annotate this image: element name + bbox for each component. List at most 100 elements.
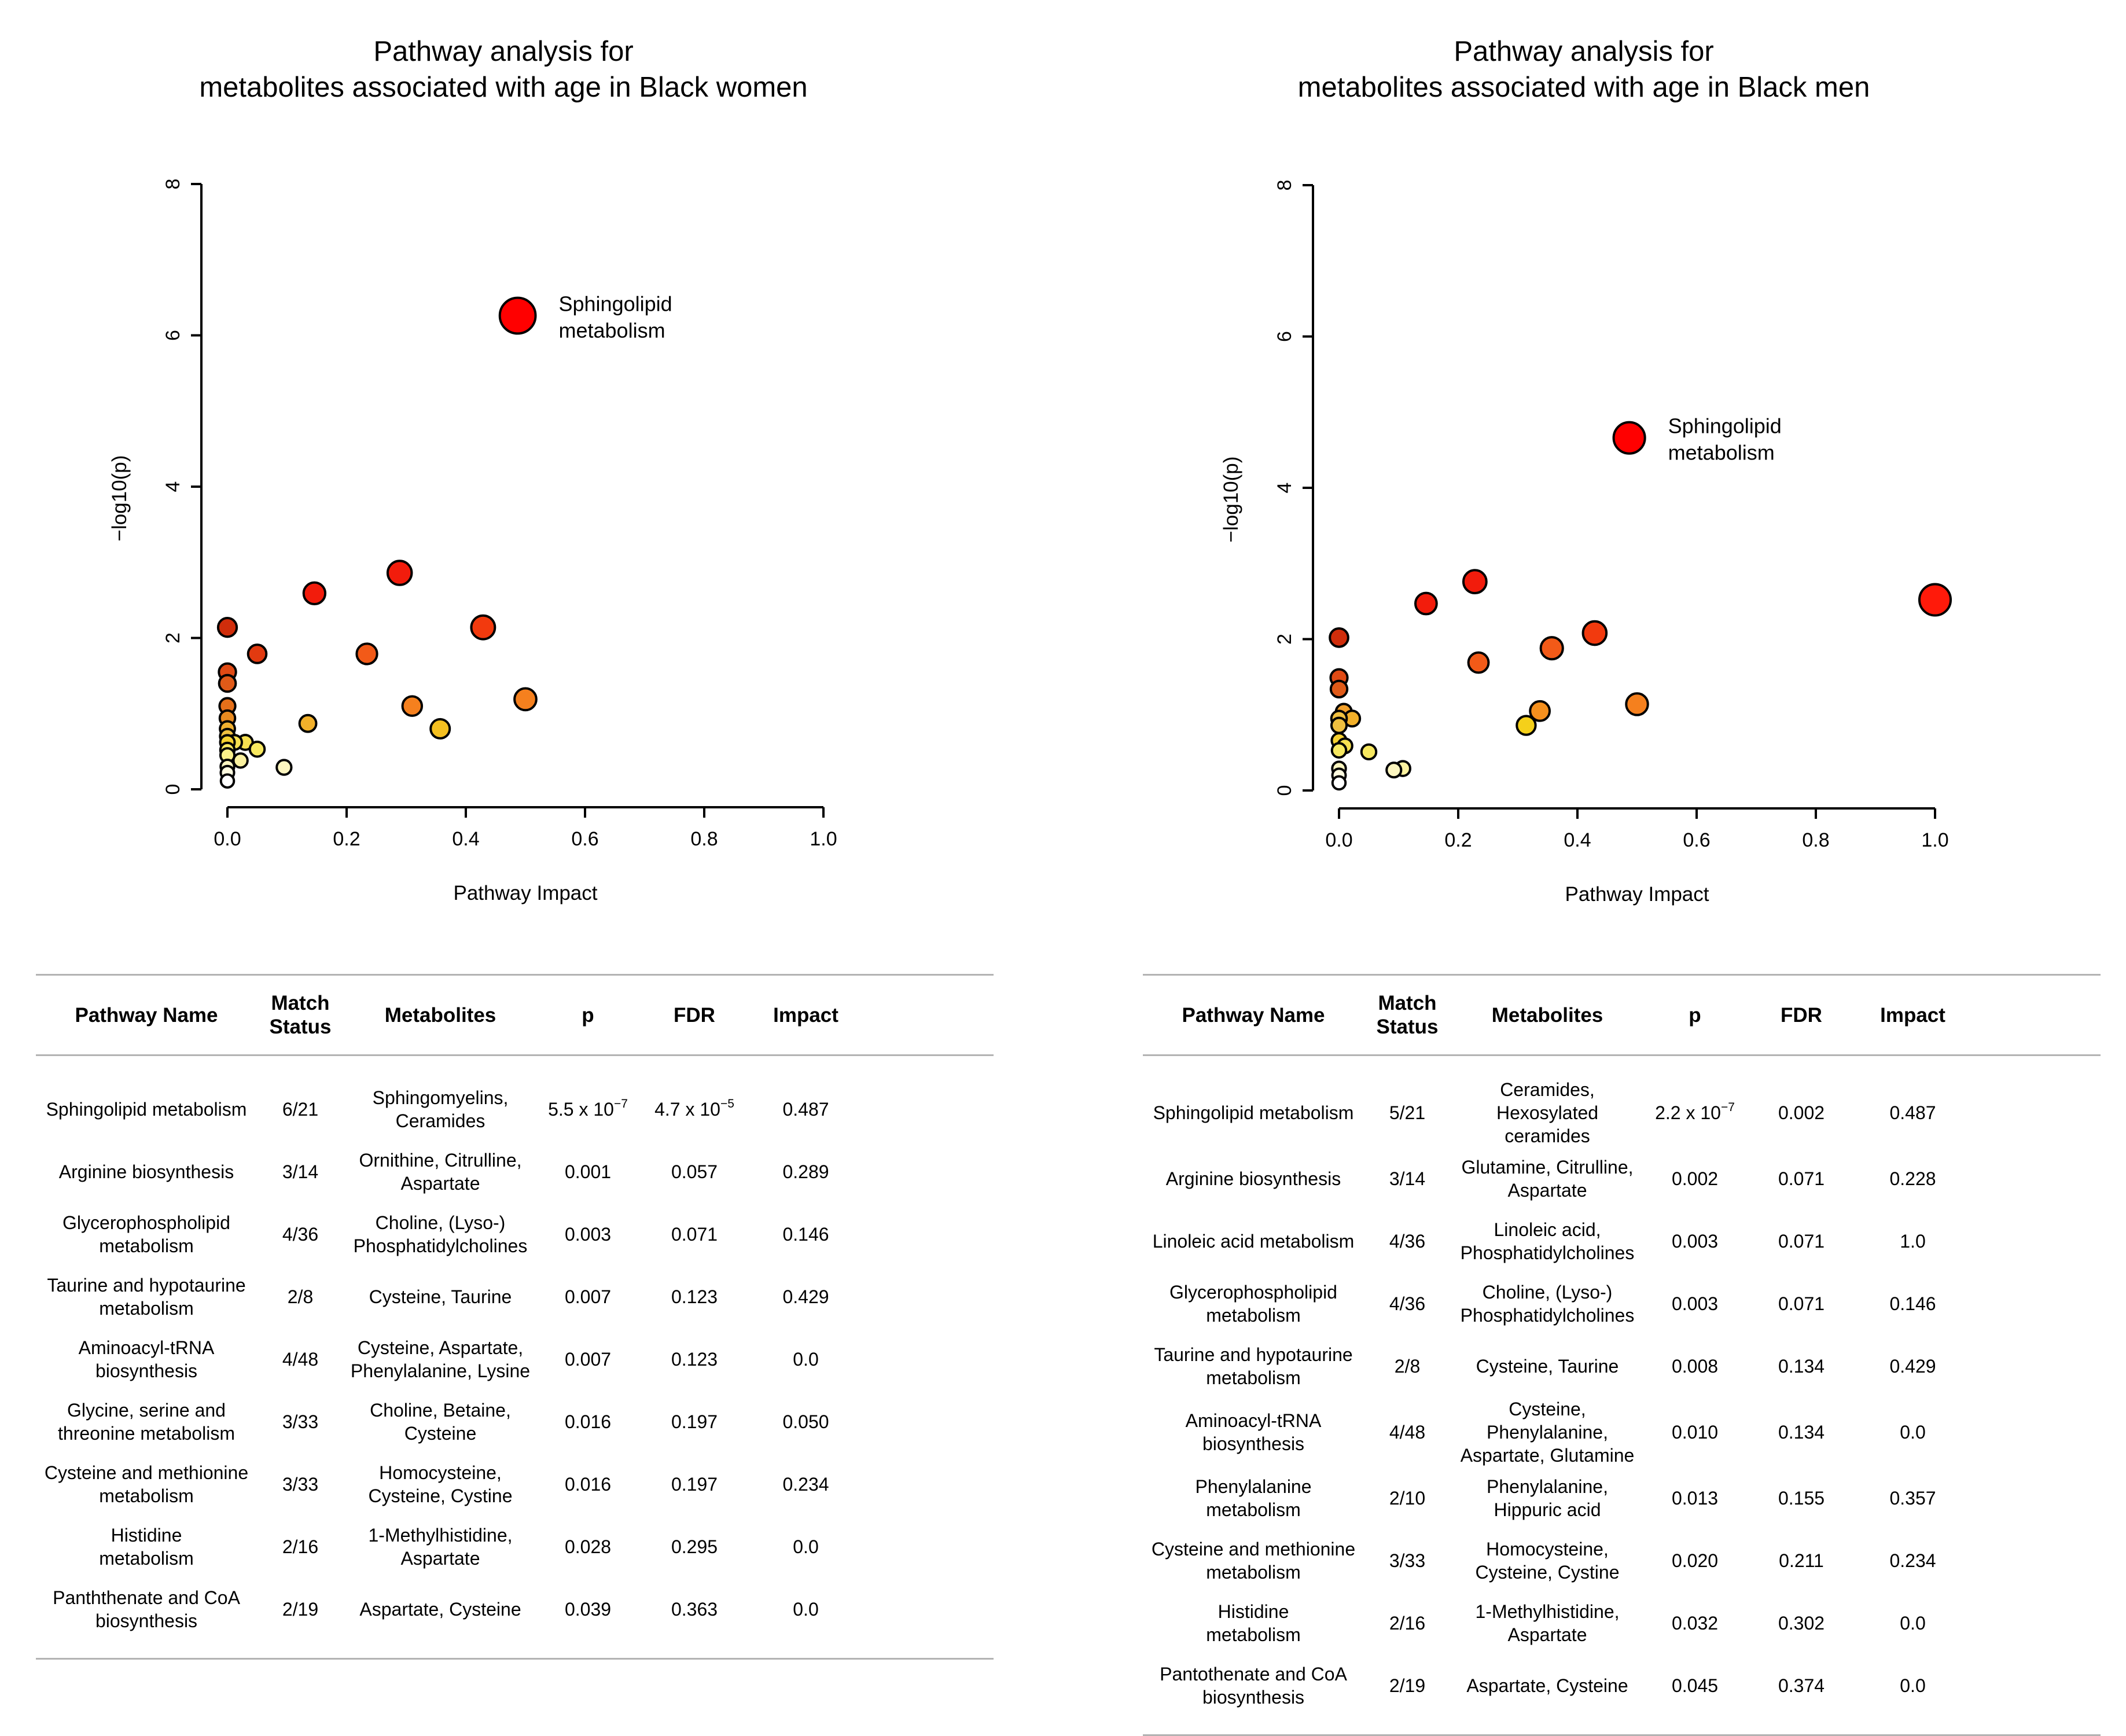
x-tick-label: 0.8 [690, 828, 718, 850]
fdr-cell: 0.002 [1746, 1078, 1857, 1147]
table-spacer [1143, 1055, 2101, 1079]
metabolites-cell: Ornithine, Citrulline, Aspartate [344, 1141, 537, 1203]
blank-cell [1969, 1529, 2101, 1592]
pathway-name-cell: Aminoacyl-tRNA biosynthesis [36, 1328, 257, 1391]
match-status-cell-line: 2/8 [1394, 1356, 1421, 1377]
fdr-cell: 0.155 [1746, 1467, 1857, 1529]
fdr-cell: 0.197 [639, 1453, 750, 1516]
match-status-cell-line: 3/33 [1389, 1550, 1426, 1571]
metabolites-cell-line: Glutamine, Citrulline, [1461, 1157, 1634, 1178]
p-cell: 0.007 [537, 1328, 639, 1391]
x-axis: 0.0 0.2 0.4 0.6 0.8 1.0 [214, 806, 837, 850]
p-cell-value: 0.003 [564, 1224, 612, 1245]
table-header: Pathway Name Match Status Metabolites p F… [1143, 974, 2101, 1056]
p-cell-exponent: −7 [1720, 1101, 1735, 1115]
x-axis-label: Pathway Impact [454, 882, 598, 904]
fdr-cell: 4.7 x 10−5 [639, 1078, 750, 1141]
match-status-cell-line: 2/8 [287, 1286, 314, 1307]
p-cell-value: 0.028 [564, 1536, 612, 1557]
match-status-cell-line: 6/21 [282, 1099, 319, 1120]
impact-cell-line: 0.0 [1900, 1422, 1926, 1443]
p-cell-value: 0.039 [564, 1599, 612, 1620]
fdr-cell-value: 0.071 [1778, 1231, 1825, 1252]
pathway-name-cell-line: Taurine and hypotaurine [47, 1275, 246, 1296]
women-panel: Pathway analysis for metabolites associa… [0, 0, 1063, 1730]
pathway-name-cell-line: metabolism [1206, 1624, 1301, 1645]
data-point [1516, 715, 1537, 736]
match-status-cell-line: 4/48 [282, 1349, 319, 1370]
impact-cell-line: 0.357 [1889, 1488, 1936, 1509]
p-cell: 0.008 [1644, 1335, 1746, 1397]
fdr-cell-exponent: −5 [720, 1097, 734, 1111]
metabolites-cell-line: Homocysteine, [1486, 1539, 1609, 1560]
fdr-cell-value: 0.197 [671, 1474, 718, 1495]
match-status-cell-line: 3/33 [282, 1411, 319, 1432]
p-cell-value: 0.007 [564, 1286, 612, 1307]
match-status-cell: 4/48 [1364, 1397, 1451, 1467]
pathway-name-cell-line: Glycerophospholipid [1169, 1282, 1337, 1303]
data-point [248, 740, 266, 758]
pathway-name-cell-line: Arginine biosynthesis [58, 1161, 234, 1182]
data-point [1385, 762, 1403, 779]
men-panel: Pathway analysis for metabolites associa… [1063, 0, 2126, 1736]
x-axis-label: Pathway Impact [1565, 883, 1709, 906]
header-match-line1: Match [1378, 992, 1437, 1014]
data-point [298, 713, 318, 733]
header-match-line2: Status [269, 1016, 332, 1038]
p-cell-value: 0.003 [1671, 1293, 1719, 1314]
metabolites-cell-line: Phosphatidylcholines [1460, 1305, 1635, 1326]
p-cell: 0.032 [1644, 1592, 1746, 1654]
men-pathway-table: Pathway Name Match Status Metabolites p F… [1143, 974, 2101, 1736]
data-point [513, 687, 538, 712]
impact-cell-line: 0.0 [1900, 1675, 1926, 1696]
match-status-cell: 3/14 [257, 1141, 344, 1203]
fdr-cell-value: 0.134 [1778, 1356, 1825, 1377]
match-status-cell: 2/10 [1364, 1467, 1451, 1529]
metabolites-cell-line: Ceramides, [1500, 1079, 1595, 1100]
metabolites-cell: Choline, Betaine, Cysteine [344, 1391, 537, 1453]
impact-cell: 0.0 [750, 1578, 862, 1641]
header-match-line2: Status [1376, 1016, 1439, 1038]
pathway-name-cell: Panththenate and CoA biosynthesis [36, 1578, 257, 1641]
metabolites-cell-line: Cysteine [404, 1423, 477, 1444]
pathway-name-cell: Glycerophospholipid metabolism [36, 1203, 257, 1266]
p-cell-value: 5.5 x 10 [548, 1099, 614, 1120]
header-impact: Impact [750, 974, 862, 1056]
fdr-cell-value: 0.363 [671, 1599, 718, 1620]
pathway-name-cell-line: Glycerophospholipid [62, 1212, 230, 1233]
pathway-name-cell-line: biosynthesis [1202, 1687, 1305, 1708]
p-cell: 0.045 [1644, 1654, 1746, 1717]
p-cell: 0.016 [537, 1453, 639, 1516]
table-row: Glycine, serine and threonine metabolism 3… [36, 1391, 994, 1453]
metabolites-cell-line: 1-Methylhistidine, [1475, 1601, 1620, 1622]
data-points [216, 296, 538, 789]
data-point [1612, 421, 1646, 455]
match-status-cell: 4/36 [1364, 1210, 1451, 1272]
data-point [1625, 692, 1649, 716]
x-tick-label: 0.8 [1802, 829, 1829, 851]
pathway-name-cell-line: Taurine and hypotaurine [1154, 1344, 1353, 1365]
blank-cell [862, 1328, 994, 1391]
pathway-name-cell: Linoleic acid metabolism [1143, 1210, 1364, 1272]
data-point [386, 560, 413, 586]
fdr-cell-value: 4.7 x 10 [654, 1099, 720, 1120]
table-row: Glycerophospholipid metabolism 4/36 Choline… [36, 1203, 994, 1266]
metabolites-cell: Choline, (Lyso-) Phosphatidylcholines [344, 1203, 537, 1266]
match-status-cell: 3/33 [1364, 1529, 1451, 1592]
fdr-cell: 0.211 [1746, 1529, 1857, 1592]
match-status-cell: 2/16 [257, 1516, 344, 1578]
match-status-cell: 6/21 [257, 1078, 344, 1141]
match-status-cell: 4/36 [1364, 1272, 1451, 1335]
table-row: Sphingolipid metabolism 5/21 Ceramides, Hex… [1143, 1078, 2101, 1147]
table-row: Linoleic acid metabolism 4/36 Linoleic aci… [1143, 1210, 2101, 1272]
metabolites-cell-line: Choline, (Lyso-) [1482, 1282, 1613, 1303]
metabolites-cell: Ceramides, Hexosylated ceramides [1451, 1078, 1644, 1147]
impact-cell-line: 0.429 [1889, 1356, 1936, 1377]
annotation: Sphingolipid metabolism [559, 292, 672, 343]
fdr-cell: 0.123 [639, 1266, 750, 1328]
match-status-cell-line: 4/48 [1389, 1422, 1426, 1443]
data-point [1529, 700, 1551, 722]
y-tick-label: 0 [162, 784, 184, 795]
blank-cell [862, 1203, 994, 1266]
table-row: Histidine metabolism 2/16 1-Methylhistidine… [36, 1516, 994, 1578]
